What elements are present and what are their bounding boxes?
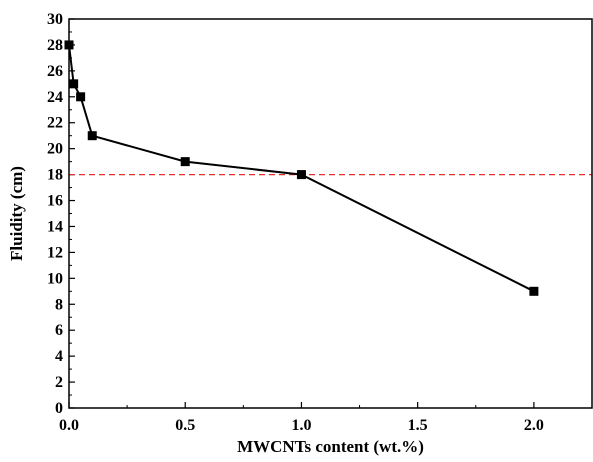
y-tick-label: 18 (47, 167, 63, 184)
y-tick-label: 8 (55, 296, 63, 313)
data-point (529, 286, 539, 296)
y-tick-label: 22 (47, 115, 63, 132)
y-tick-label: 2 (55, 374, 63, 391)
x-tick-label: 0.0 (59, 417, 79, 434)
data-point (180, 157, 190, 167)
y-tick-label: 26 (47, 63, 63, 80)
data-point (87, 131, 97, 141)
y-tick-label: 28 (47, 37, 63, 54)
y-tick-label: 14 (47, 218, 63, 235)
x-axis-title: MWCNTs content (wt.%) (237, 437, 424, 456)
y-tick-label: 10 (47, 270, 63, 287)
y-tick-label: 30 (47, 11, 63, 28)
series-layer (64, 40, 539, 296)
y-tick-label: 6 (55, 322, 63, 339)
data-point (69, 79, 79, 89)
x-tick-labels: 0.0 0.5 1.0 1.5 2.0 (59, 417, 544, 434)
y-tick-label: 20 (47, 141, 63, 158)
y-axis-title: Fluidity (cm) (7, 166, 26, 261)
y-tick-label: 24 (47, 89, 63, 106)
y-tick-label: 4 (55, 348, 63, 365)
y-tick-label: 12 (47, 244, 63, 261)
y-tick-label: 16 (47, 193, 63, 210)
x-tick-label: 1.0 (291, 417, 311, 434)
x-tick-label: 2.0 (524, 417, 544, 434)
data-point (76, 92, 86, 102)
x-tick-label: 1.5 (408, 417, 428, 434)
plot-frame (68, 18, 593, 409)
x-tick-marks (68, 402, 535, 408)
x-tick-label: 0.5 (175, 417, 195, 434)
data-point (296, 170, 306, 180)
series-line (68, 44, 535, 293)
y-tick-label: 0 (55, 400, 63, 417)
